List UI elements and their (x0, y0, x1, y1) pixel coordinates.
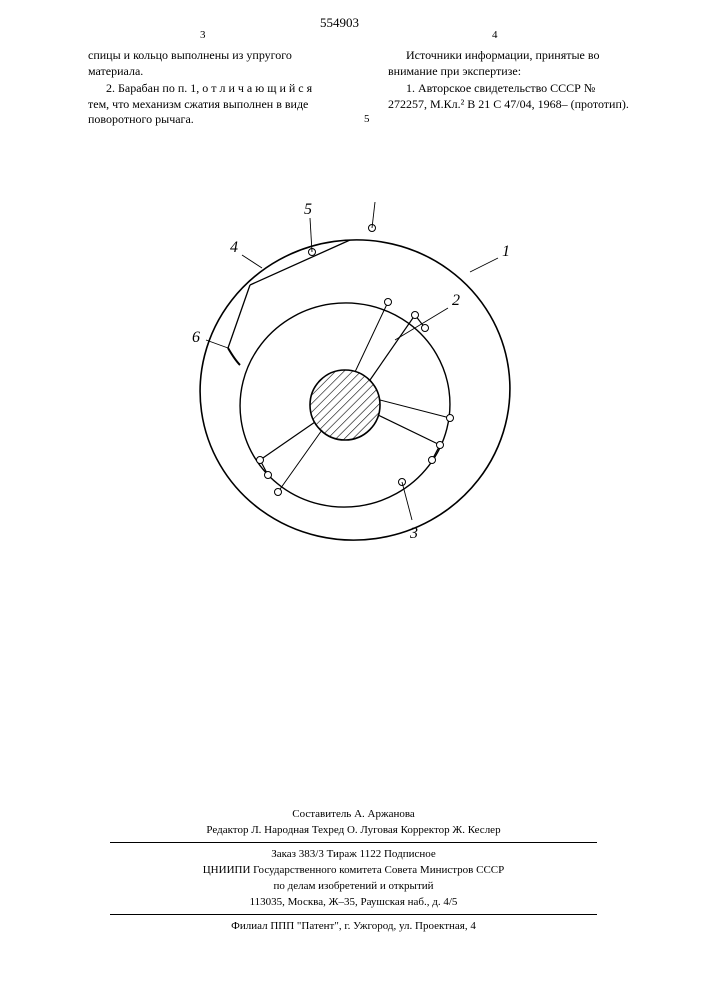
footer: Составитель А. Аржанова Редактор Л. Наро… (0, 805, 707, 935)
left-column: спицы и кольцо выполнены из упругого мат… (88, 48, 333, 130)
footer-org2: по делам изобретений и открытий (0, 879, 707, 893)
diagram: 1 2 3 4 5 5 6 (150, 200, 550, 600)
right-p1: Источники информации, принятые во вниман… (388, 48, 633, 79)
right-p2: 1. Авторское свидетельство СССР № 272257… (388, 81, 633, 112)
line-marker-5: 5 (364, 112, 370, 126)
left-p2: 2. Барабан по п. 1, о т л и ч а ю щ и й … (88, 81, 333, 128)
footer-addr2: Филиал ППП "Патент", г. Ужгород, ул. Про… (0, 919, 707, 933)
diagram-svg: 1 2 3 4 5 5 6 (150, 200, 550, 600)
page: 3 554903 4 спицы и кольцо выполнены из у… (0, 0, 707, 1000)
footer-rule-2 (110, 914, 597, 915)
label-6: 6 (192, 329, 200, 346)
label-5a: 5 (304, 201, 312, 218)
footer-editor-line: Редактор Л. Народная Техред О. Луговая К… (0, 823, 707, 837)
page-num-right: 4 (492, 28, 498, 42)
footer-addr1: 113035, Москва, Ж–35, Раушская наб., д. … (0, 895, 707, 909)
footer-compiler: Составитель А. Аржанова (0, 807, 707, 821)
label-2: 2 (452, 292, 460, 309)
document-number: 554903 (320, 15, 359, 32)
left-p1: спицы и кольцо выполнены из упругого мат… (88, 48, 333, 79)
right-column: Источники информации, принятые во вниман… (388, 48, 633, 114)
page-num-left: 3 (200, 28, 206, 42)
label-5b: 5 (372, 200, 380, 204)
label-4: 4 (230, 239, 238, 256)
label-3: 3 (409, 525, 418, 542)
footer-order-line: Заказ 383/3 Тираж 1122 Подписное (0, 847, 707, 861)
label-1: 1 (502, 243, 510, 260)
footer-org1: ЦНИИПИ Государственного комитета Совета … (0, 863, 707, 877)
footer-rule-1 (110, 842, 597, 843)
